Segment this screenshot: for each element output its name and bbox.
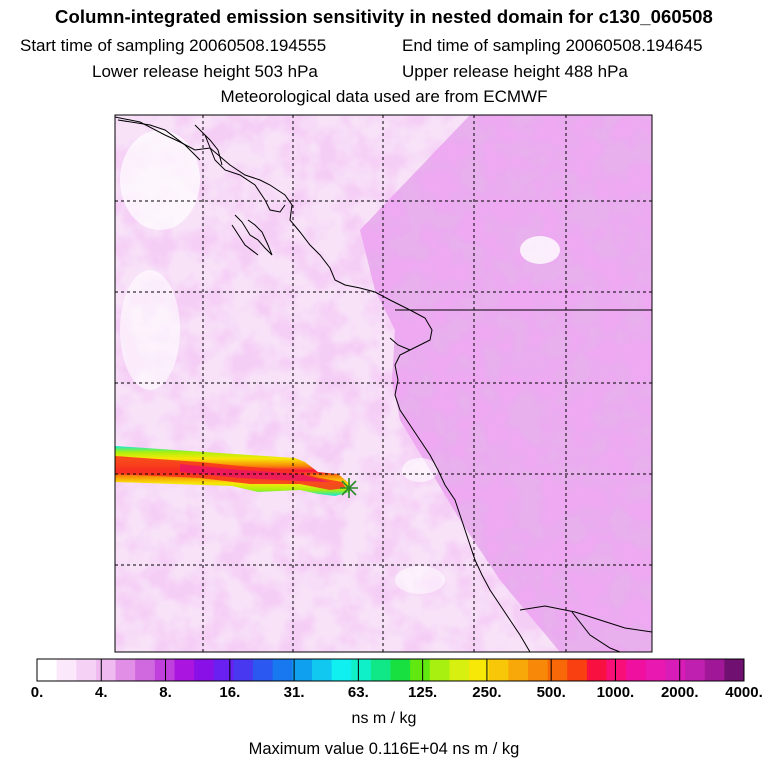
upper-release-label: Upper release height 488 hPa	[402, 62, 628, 81]
colorbar-swatch	[626, 659, 647, 681]
colorbar-swatch	[194, 659, 215, 681]
colorbar-swatch	[586, 659, 608, 681]
colorbar-tick-label: 8.	[159, 684, 172, 701]
colorbar-swatch	[390, 659, 411, 681]
colorbar-swatch	[370, 659, 391, 681]
end-time-label: End time of sampling 20060508.194645	[402, 36, 703, 55]
figure-title: Column-integrated emission sensitivity i…	[55, 6, 713, 27]
release-point-marker	[340, 478, 358, 498]
colorbar-units: ns m / kg	[351, 710, 417, 727]
colorbar-swatch	[37, 659, 58, 681]
colorbar-tick-label: 4.	[95, 684, 108, 701]
colorbar-tick-label: 500.	[536, 684, 566, 701]
colorbar-swatch	[253, 659, 274, 681]
colorbar-swatch	[233, 659, 254, 681]
colorbar-swatch	[272, 659, 293, 681]
colorbar-frame	[36, 658, 745, 682]
colorbar-swatch	[685, 659, 706, 681]
colorbar-tick-label: 16.	[219, 684, 241, 701]
colorbar-swatch	[331, 659, 352, 681]
colorbar-tick-label: 63.	[347, 684, 369, 701]
colorbar-swatch	[645, 659, 666, 681]
colorbar-swatch	[704, 659, 725, 681]
colorbar-swatch	[429, 659, 450, 681]
colorbar-swatch	[95, 659, 117, 681]
maximum-value-label: Maximum value 0.116E+04 ns m / kg	[248, 740, 520, 758]
coastlines	[115, 116, 652, 652]
map-frame	[114, 114, 653, 653]
colorbar-tick-label: 250.	[472, 684, 502, 701]
colorbar-swatch	[56, 659, 77, 681]
colorbar-tick-label: 4000.	[725, 684, 763, 701]
colorbar-swatch	[567, 659, 588, 681]
start-time-label: Start time of sampling 20060508.194555	[20, 36, 327, 55]
colorbar-tick-label: 31.	[283, 684, 305, 701]
lower-release-label: Lower release height 503 hPa	[92, 62, 318, 81]
colorbar-tick-label: 0.	[30, 684, 44, 701]
colorbar-swatch	[213, 659, 234, 681]
colorbar-swatch	[76, 659, 97, 681]
colorbar-swatch	[665, 659, 686, 681]
colorbar-swatch	[174, 659, 195, 681]
colorbar-swatch	[488, 659, 509, 681]
colorbar-swatch	[469, 659, 490, 681]
colorbar-swatch	[547, 659, 568, 681]
colorbar-swatch	[311, 659, 333, 681]
colorbar-swatch	[351, 659, 372, 681]
colorbar-swatch	[154, 659, 175, 681]
colorbar-swatch	[527, 659, 549, 681]
colorbar-tick-label: 2000.	[660, 684, 699, 701]
colorbar-tick-label: 1000.	[596, 684, 635, 701]
colorbar-swatch	[606, 659, 627, 681]
colorbar-swatch	[410, 659, 431, 681]
colorbar-tick-label: 125.	[408, 684, 438, 701]
colorbar-swatch	[135, 659, 156, 681]
colorbar-swatch	[449, 659, 470, 681]
met-data-label: Meteorological data used are from ECMWF	[220, 87, 548, 106]
colorbar-swatch	[115, 659, 136, 681]
colorbar-swatch	[724, 659, 745, 681]
plume	[115, 446, 350, 496]
colorbar-swatch	[292, 659, 313, 681]
colorbar-swatch	[508, 659, 529, 681]
